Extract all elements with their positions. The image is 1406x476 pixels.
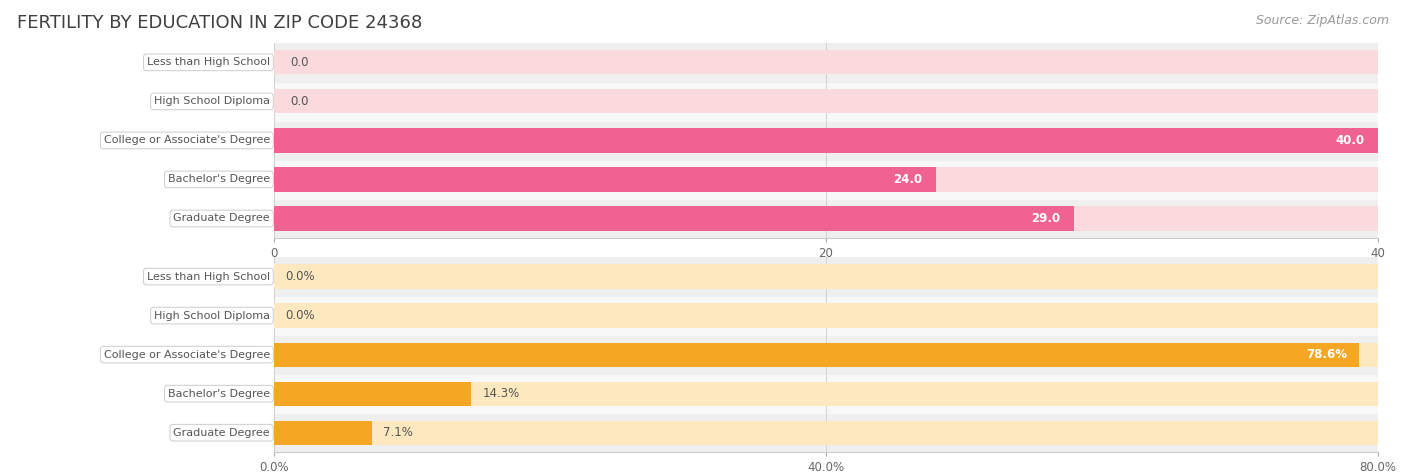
Text: Bachelor's Degree: Bachelor's Degree: [167, 388, 270, 399]
Bar: [274, 296, 1378, 335]
Bar: [274, 343, 1358, 367]
Bar: [274, 421, 1378, 445]
Bar: [274, 129, 1378, 152]
Bar: [274, 413, 1378, 452]
Bar: [274, 50, 1378, 74]
Text: Bachelor's Degree: Bachelor's Degree: [167, 174, 270, 185]
Text: Less than High School: Less than High School: [146, 271, 270, 282]
Bar: [274, 382, 471, 406]
Text: Less than High School: Less than High School: [146, 57, 270, 68]
Text: College or Associate's Degree: College or Associate's Degree: [104, 349, 270, 360]
Bar: [274, 82, 1378, 121]
Text: High School Diploma: High School Diploma: [153, 96, 270, 107]
Text: 0.0: 0.0: [291, 95, 309, 108]
Text: Graduate Degree: Graduate Degree: [173, 427, 270, 438]
Text: High School Diploma: High School Diploma: [153, 310, 270, 321]
Bar: [274, 160, 1378, 199]
Bar: [274, 168, 936, 191]
Text: 0.0%: 0.0%: [285, 309, 315, 322]
Text: 40.0: 40.0: [1334, 134, 1364, 147]
Text: 78.6%: 78.6%: [1306, 348, 1347, 361]
Bar: [274, 265, 1378, 288]
Bar: [274, 374, 1378, 413]
Bar: [274, 304, 1378, 327]
Bar: [274, 343, 1378, 367]
Text: 24.0: 24.0: [893, 173, 922, 186]
Bar: [274, 421, 373, 445]
Bar: [274, 199, 1378, 238]
Text: 14.3%: 14.3%: [482, 387, 520, 400]
Bar: [274, 121, 1378, 160]
Text: Source: ZipAtlas.com: Source: ZipAtlas.com: [1256, 14, 1389, 27]
Bar: [274, 382, 1378, 406]
Bar: [274, 207, 1074, 230]
Text: College or Associate's Degree: College or Associate's Degree: [104, 135, 270, 146]
Text: 7.1%: 7.1%: [384, 426, 413, 439]
Text: 29.0: 29.0: [1032, 212, 1060, 225]
Text: FERTILITY BY EDUCATION IN ZIP CODE 24368: FERTILITY BY EDUCATION IN ZIP CODE 24368: [17, 14, 422, 32]
Bar: [274, 89, 1378, 113]
Text: 0.0%: 0.0%: [285, 270, 315, 283]
Bar: [274, 335, 1378, 374]
Bar: [274, 257, 1378, 296]
Bar: [274, 207, 1378, 230]
Bar: [274, 129, 1378, 152]
Bar: [274, 43, 1378, 82]
Text: 0.0: 0.0: [291, 56, 309, 69]
Text: Graduate Degree: Graduate Degree: [173, 213, 270, 224]
Bar: [274, 168, 1378, 191]
